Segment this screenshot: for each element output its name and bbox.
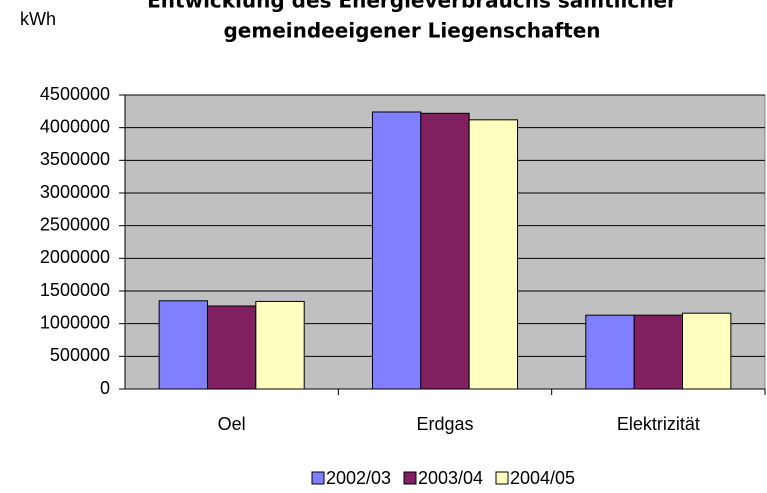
legend-swatch <box>495 471 509 485</box>
bar <box>682 312 732 390</box>
y-tick-label: 0 <box>100 378 110 398</box>
y-tick-label: 4000000 <box>40 116 110 136</box>
x-tick-label: Erdgas <box>416 414 473 434</box>
bar <box>420 112 470 390</box>
chart-title: Entwicklung des Energieverbrauchs sämtli… <box>147 0 677 13</box>
x-tick-label: Oel <box>218 414 246 434</box>
y-tick-label: 3000000 <box>40 182 110 202</box>
legend-swatch <box>403 471 417 485</box>
bar <box>158 300 208 390</box>
y-tick-label: 3500000 <box>40 149 110 169</box>
legend-label: 2002/03 <box>326 468 391 488</box>
y-axis-label: kWh <box>20 9 56 29</box>
bar <box>468 119 519 390</box>
chart-title: gemeindeeigener Liegenschaften <box>223 19 600 43</box>
y-tick-label: 1500000 <box>40 280 110 300</box>
legend-swatch <box>311 471 325 485</box>
y-tick-label: 4500000 <box>40 84 110 104</box>
bar <box>371 111 422 390</box>
y-tick-label: 2000000 <box>40 247 110 267</box>
y-tick-label: 500000 <box>50 345 110 365</box>
x-tick-label: Elektrizität <box>617 414 700 434</box>
bar <box>255 300 305 390</box>
y-tick-label: 1000000 <box>40 312 110 332</box>
bar <box>206 305 257 390</box>
legend-label: 2004/05 <box>510 468 575 488</box>
bar <box>633 314 684 390</box>
bar <box>585 314 635 390</box>
legend-label: 2003/04 <box>418 468 483 488</box>
y-tick-label: 2500000 <box>40 214 110 234</box>
